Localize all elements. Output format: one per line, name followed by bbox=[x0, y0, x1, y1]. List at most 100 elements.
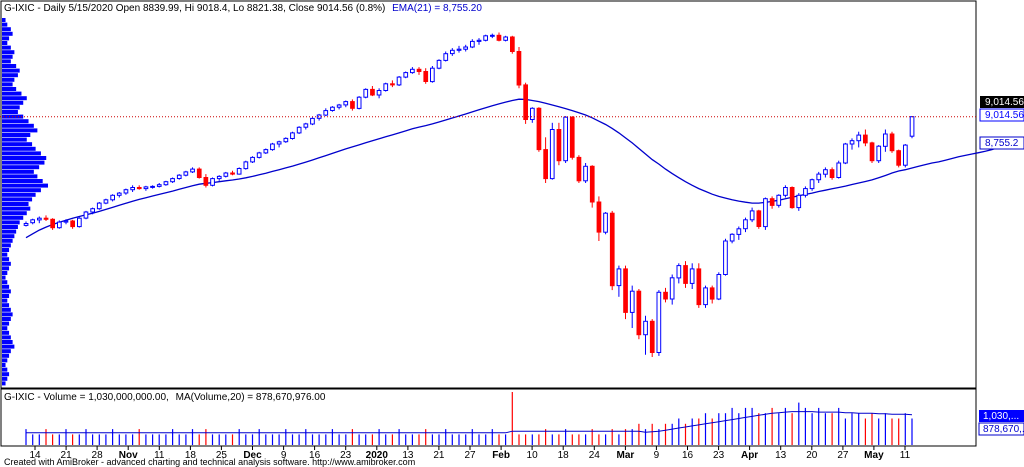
volume-profile-bar bbox=[2, 335, 11, 340]
candle bbox=[136, 185, 142, 190]
candle bbox=[876, 145, 882, 163]
volume-profile-bar bbox=[2, 312, 13, 317]
candle bbox=[383, 82, 389, 92]
volume-profile-bar bbox=[2, 257, 10, 262]
volume-label-box bbox=[979, 410, 1024, 422]
volume-profile-bar bbox=[2, 188, 41, 193]
candle bbox=[416, 67, 422, 75]
candle bbox=[296, 126, 302, 134]
volume-profile-bar bbox=[2, 174, 38, 179]
volume-profile-bar bbox=[2, 192, 36, 197]
candle bbox=[390, 80, 395, 88]
x-tick-label: Feb bbox=[492, 450, 510, 461]
volume-label: 1,030,... bbox=[983, 411, 1019, 422]
candle bbox=[263, 148, 269, 154]
volume-profile-bar bbox=[2, 321, 10, 326]
candle bbox=[143, 185, 149, 191]
volume-profile-bar bbox=[2, 68, 20, 73]
x-axis-ticks: 14 21 28 Nov 11 18 25 Dec 9 16 23 2020 13 21 27 Feb 10 18… bbox=[29, 446, 911, 461]
candle bbox=[350, 99, 355, 111]
candle bbox=[703, 285, 708, 308]
candle bbox=[563, 116, 568, 163]
candle bbox=[50, 218, 55, 230]
volume-profile-bar bbox=[2, 344, 15, 349]
volume-profile-bar bbox=[2, 142, 33, 147]
candle bbox=[536, 107, 542, 152]
x-tick-label: 18 bbox=[558, 450, 570, 461]
candle bbox=[709, 285, 715, 304]
candle bbox=[216, 175, 222, 181]
candle bbox=[443, 51, 449, 62]
volume-profile-bar bbox=[2, 358, 8, 363]
candle bbox=[356, 96, 362, 110]
volume-profile-bar bbox=[2, 225, 18, 229]
candle bbox=[589, 165, 595, 208]
volume-profile-bar bbox=[2, 307, 11, 312]
close-label-black: 9,014.56 bbox=[985, 97, 1024, 108]
candle bbox=[843, 142, 848, 165]
ema-header: EMA(21) = 8,755.20 bbox=[392, 3, 482, 14]
volume-profile-bar bbox=[2, 59, 11, 64]
volume-profile-bar bbox=[2, 330, 10, 335]
volume-profile-bar bbox=[2, 146, 36, 151]
volume-profile-bar bbox=[2, 133, 31, 137]
candle bbox=[423, 68, 429, 84]
candle bbox=[330, 106, 335, 112]
price-pane-frame bbox=[0, 0, 977, 389]
volume-profile-bar bbox=[2, 54, 13, 59]
candle bbox=[856, 131, 862, 148]
volume-profile-bar bbox=[2, 206, 31, 211]
candle bbox=[749, 207, 755, 223]
volume-profile-bar bbox=[2, 110, 18, 114]
candle bbox=[436, 59, 442, 70]
x-tick-label: 16 bbox=[682, 450, 694, 461]
candle bbox=[496, 32, 502, 42]
volume-bars-layer bbox=[25, 392, 913, 445]
volume-profile-bar bbox=[2, 91, 22, 96]
candle bbox=[603, 212, 608, 235]
volume-profile-bar bbox=[2, 317, 11, 321]
volume-profile-bar bbox=[2, 248, 10, 252]
x-tick-label: 11 bbox=[900, 450, 911, 461]
candle bbox=[470, 39, 475, 49]
candle bbox=[283, 137, 289, 143]
candle bbox=[696, 263, 702, 308]
volume-profile-bar bbox=[2, 41, 8, 45]
candle bbox=[510, 35, 515, 54]
candle bbox=[290, 131, 295, 140]
volume-profile-bar bbox=[2, 303, 10, 308]
candle bbox=[543, 137, 548, 183]
candle bbox=[576, 155, 582, 183]
candle bbox=[569, 116, 575, 160]
candle bbox=[663, 287, 668, 303]
x-tick-label: 28 bbox=[92, 450, 104, 461]
x-tick-label: Nov bbox=[119, 450, 138, 461]
candle bbox=[123, 188, 129, 195]
candle bbox=[190, 167, 195, 173]
volume-profile-bar bbox=[2, 340, 13, 344]
candle bbox=[376, 88, 382, 99]
candle bbox=[156, 183, 162, 188]
candle bbox=[736, 226, 742, 240]
x-tick-label: Dec bbox=[243, 450, 262, 461]
volume-profile-bar bbox=[2, 284, 10, 289]
ema-label: 8,755.2 bbox=[985, 138, 1019, 149]
candle bbox=[803, 186, 808, 198]
volume-profile-bar bbox=[2, 169, 34, 174]
candle bbox=[450, 48, 455, 56]
candle bbox=[176, 174, 182, 180]
volume-profile-bar bbox=[2, 137, 27, 142]
volume-header: G-IXIC - Volume = 1,030,000,000.00, bbox=[4, 392, 169, 403]
volume-profile-bar bbox=[2, 50, 15, 55]
footer-credit: Created with AmiBroker - advanced charti… bbox=[4, 457, 415, 467]
candle bbox=[116, 192, 122, 198]
volume-profile-bar bbox=[2, 156, 47, 160]
candle bbox=[243, 160, 249, 170]
candle bbox=[763, 197, 768, 230]
candle bbox=[836, 160, 842, 179]
candle bbox=[303, 122, 309, 130]
candle bbox=[43, 215, 49, 221]
ema21-line bbox=[25, 98, 1006, 239]
price-header: G-IXIC - Daily 5/15/2020 Open 8839.99, H… bbox=[4, 3, 385, 14]
